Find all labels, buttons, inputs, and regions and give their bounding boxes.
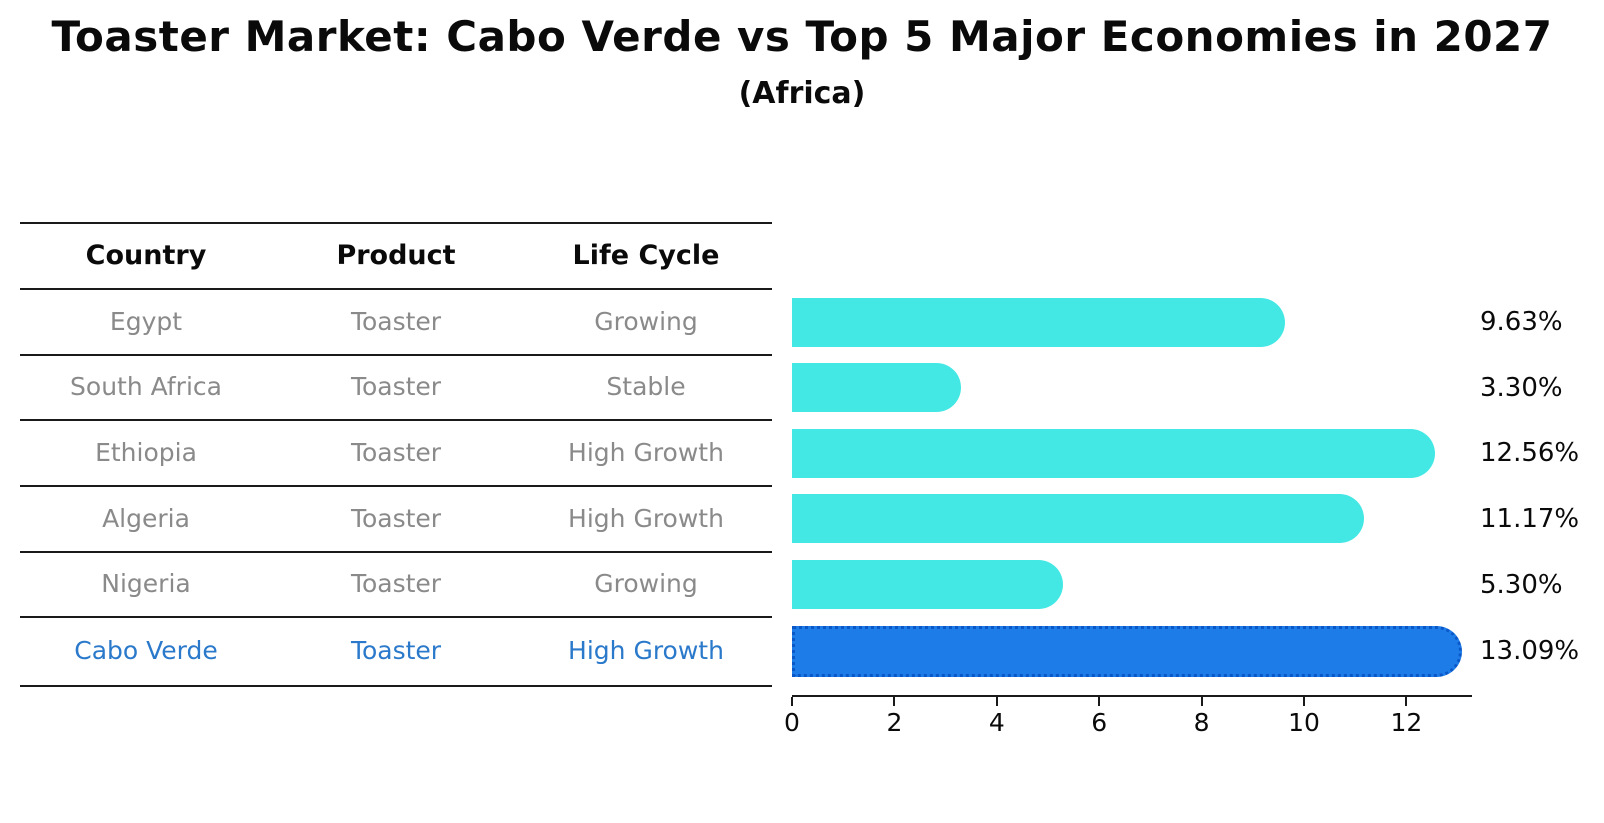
table-row: Ethiopia Toaster High Growth (20, 419, 772, 485)
table-divider (20, 616, 772, 618)
x-axis-tick (1200, 697, 1203, 706)
bar-cabo-verde-highlighted (792, 626, 1463, 677)
table-cell-life-cycle: High Growth (568, 636, 724, 665)
bar-ethiopia (792, 429, 1436, 478)
table-cell-product: Toaster (350, 569, 442, 598)
x-axis-tick (1405, 697, 1408, 706)
table-divider (20, 419, 772, 421)
bar-nigeria (792, 560, 1064, 609)
table-divider (20, 222, 772, 224)
table-cell-life-cycle: High Growth (568, 437, 724, 467)
table-cell-product: Toaster (350, 636, 442, 665)
x-axis-tick (791, 697, 793, 706)
value-label: 3.30% (1480, 373, 1563, 403)
table-header-row: Country Product Life Cycle (20, 222, 772, 288)
table-divider (20, 288, 772, 290)
column-header-life-cycle: Life Cycle (572, 239, 720, 271)
table-cell-country: Egypt (109, 306, 183, 336)
x-axis-tick-label: 10 (1288, 708, 1320, 737)
table-divider (20, 354, 772, 356)
bar-egypt (792, 298, 1286, 347)
value-label: 11.17% (1480, 504, 1580, 534)
table-cell-country: Ethiopia (95, 437, 197, 467)
value-label: 13.09% (1480, 636, 1580, 666)
table-row: Algeria Toaster High Growth (20, 485, 772, 551)
chart-subtitle: (Africa) (738, 76, 866, 111)
x-axis-tick (995, 697, 998, 706)
column-header-product: Product (336, 239, 456, 271)
table-cell-country: Algeria (102, 503, 190, 533)
x-axis-line (792, 695, 1472, 697)
table-cell-product: Toaster (350, 372, 442, 401)
table-row: South Africa Toaster Stable (20, 354, 772, 419)
x-axis-tick (893, 697, 896, 706)
x-axis-tick (1098, 697, 1101, 706)
bar-south-africa (792, 363, 961, 412)
value-label: 5.30% (1480, 570, 1563, 600)
x-axis-tick-label: 4 (988, 708, 1005, 737)
x-axis-tick-label: 12 (1390, 708, 1423, 737)
table-cell-product: Toaster (350, 503, 442, 533)
table-cell-product: Toaster (350, 306, 442, 336)
x-axis-tick-label: 8 (1193, 708, 1210, 737)
x-axis-tick-label: 6 (1091, 708, 1108, 737)
x-axis-tick (1303, 697, 1305, 706)
table-cell-country: Cabo Verde (74, 636, 218, 665)
table-cell-life-cycle: Stable (606, 372, 686, 401)
table-cell-life-cycle: Growing (594, 569, 698, 598)
table-divider (20, 551, 772, 553)
table-cell-country: South Africa (70, 372, 222, 401)
table-row: Egypt Toaster Growing (20, 288, 772, 354)
value-label: 9.63% (1480, 307, 1563, 337)
table-divider (20, 485, 772, 487)
table-row-highlighted: Cabo Verde Toaster High Growth (20, 616, 772, 685)
x-axis-tick-label: 0 (784, 708, 800, 737)
bar-algeria (792, 494, 1364, 543)
table-divider (20, 685, 772, 687)
table-cell-country: Nigeria (101, 569, 191, 598)
x-axis-tick-label: 2 (886, 708, 903, 737)
column-header-country: Country (85, 239, 207, 271)
value-label: 12.56% (1480, 438, 1580, 468)
table-cell-life-cycle: High Growth (568, 503, 724, 533)
table-cell-product: Toaster (350, 437, 442, 467)
table-row: Nigeria Toaster Growing (20, 551, 772, 616)
chart-title: Toaster Market: Cabo Verde vs Top 5 Majo… (51, 12, 1553, 61)
table-cell-life-cycle: Growing (594, 306, 698, 336)
